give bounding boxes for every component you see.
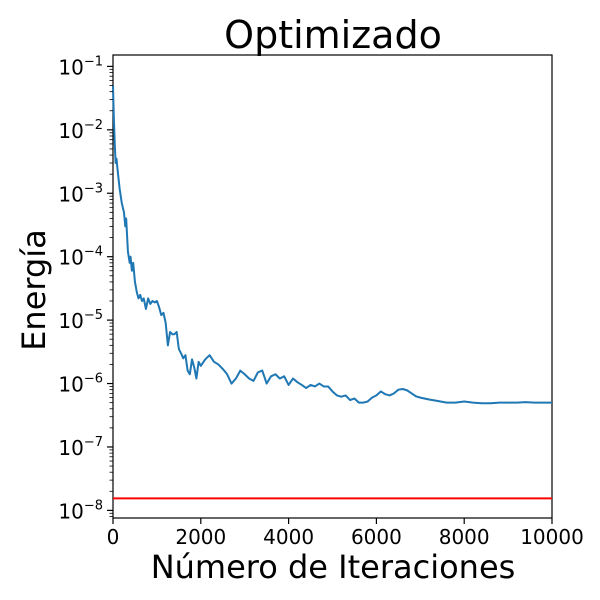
x-tick-label: 4000 [263, 525, 314, 549]
x-tick-label: 6000 [351, 525, 402, 549]
x-tick-label: 8000 [439, 525, 490, 549]
y-tick-label: 10−6 [58, 372, 103, 397]
series-layer [112, 85, 552, 500]
y-tick-label: 10−5 [58, 308, 103, 333]
series-line-1 [112, 85, 552, 405]
plot-area: 0 2000 4000 6000 8000 10000 10−810−710−610−51… [58, 54, 584, 549]
y-tick-label: 10−3 [58, 181, 103, 206]
plot-frame [112, 54, 553, 519]
y-tick-label: 10−8 [58, 498, 103, 523]
y-tick-label: 10−4 [58, 245, 103, 270]
y-tick-label: 10−2 [58, 118, 103, 143]
y-tick-label: 10−7 [58, 435, 103, 460]
x-axis-label: Número de Iteraciones [151, 548, 516, 586]
x-tick-label: 0 [107, 525, 120, 549]
chart-title: Optimizado [224, 13, 442, 57]
x-tick-label: 2000 [175, 525, 226, 549]
x-ticks: 0 2000 4000 6000 8000 10000 [107, 518, 584, 549]
y-ticks: 10−8 10−7 10−6 10−5 10−4 10−3 10−2 10−1 [58, 54, 113, 523]
y-axis-label: Energía [15, 229, 53, 351]
y-tick-label: 10−1 [58, 54, 103, 79]
x-tick-label: 10000 [520, 525, 584, 549]
